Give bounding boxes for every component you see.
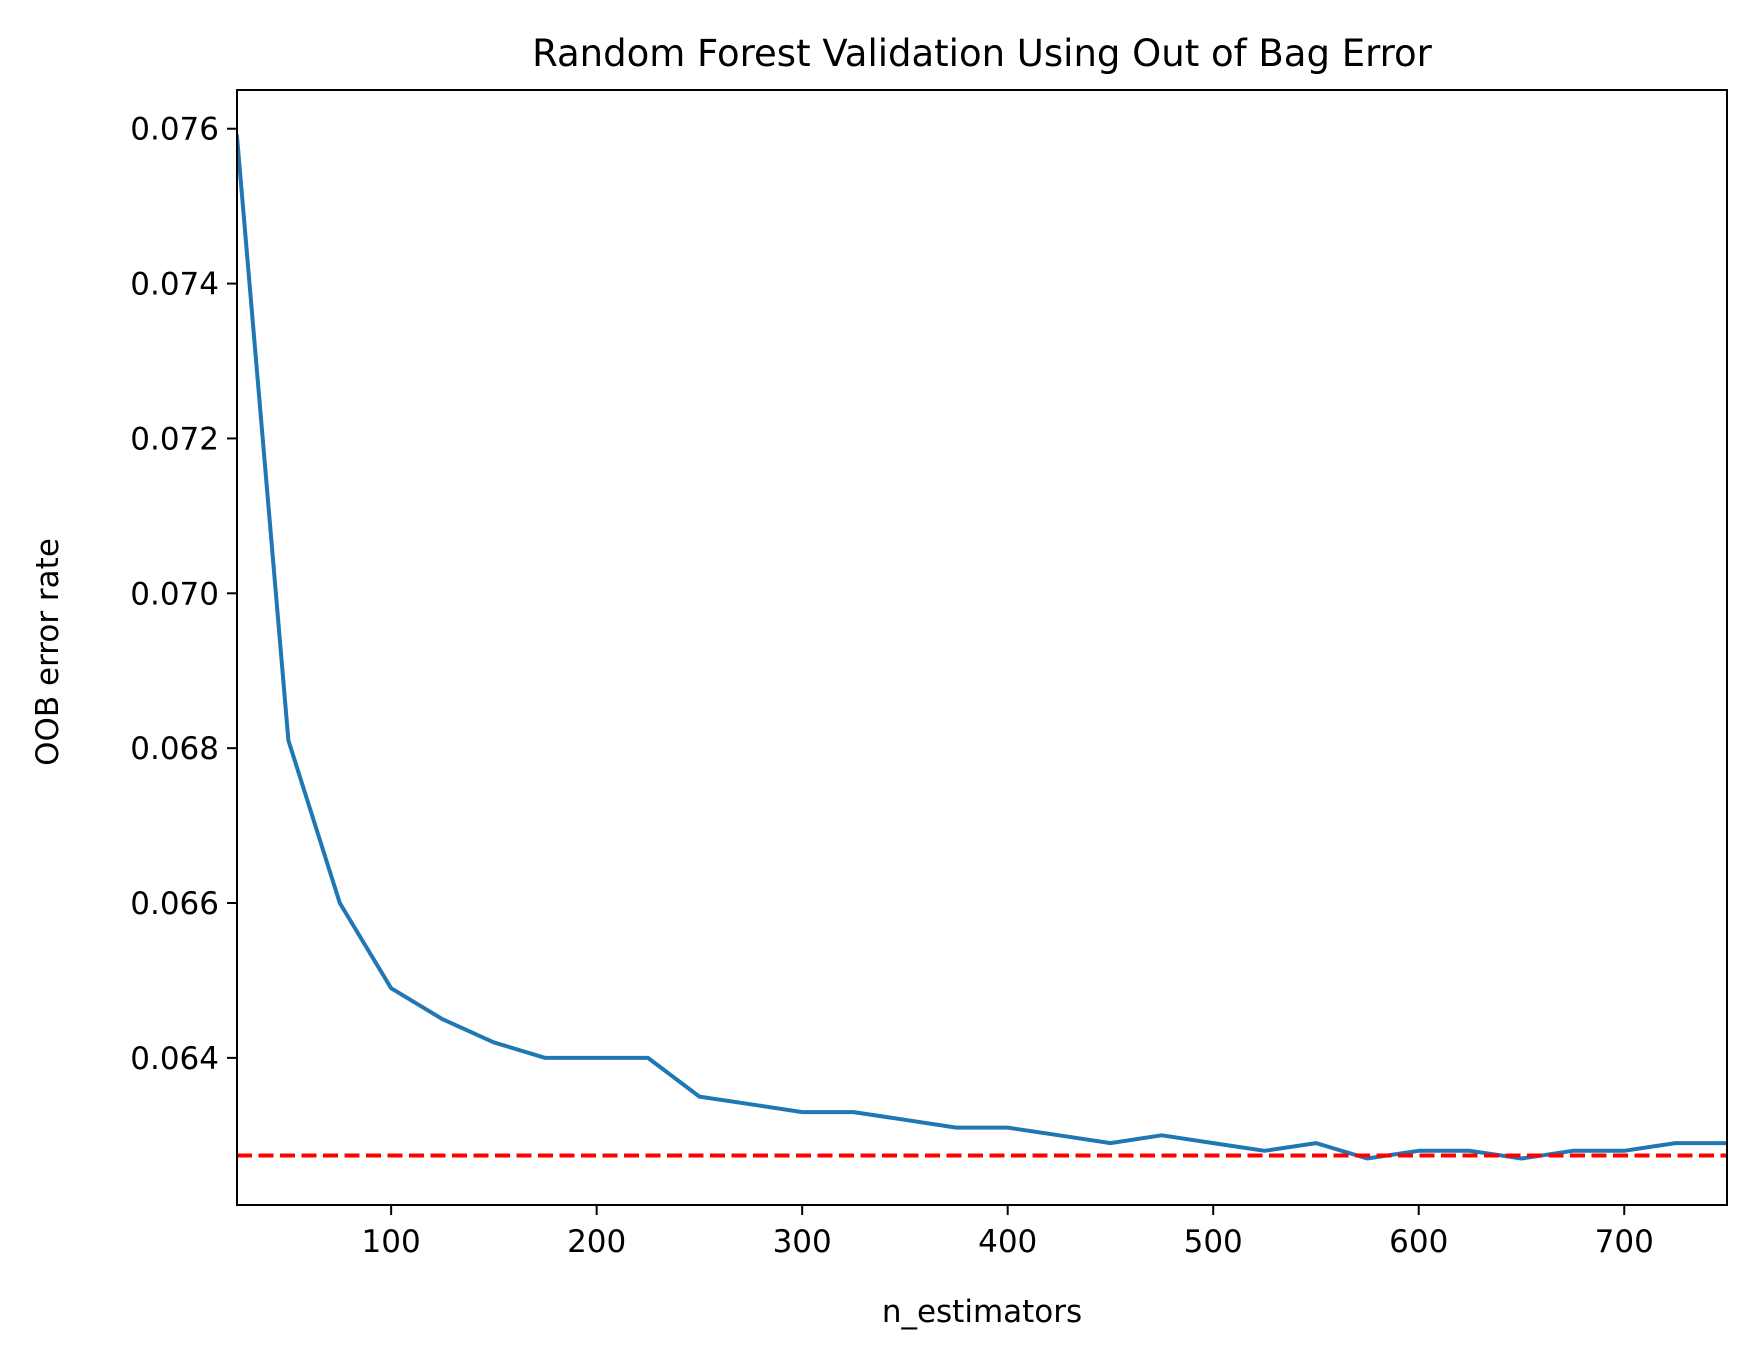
x-tick-label-500: 500 (1184, 1224, 1243, 1260)
y-tick-label-0.064: 0.064 (130, 1041, 219, 1077)
x-tick-label-200: 200 (567, 1224, 626, 1260)
y-tick-label-0.070: 0.070 (130, 576, 219, 612)
x-axis-label: n_estimators (882, 1294, 1082, 1330)
x-tick-label-600: 600 (1389, 1224, 1448, 1260)
axes-frame (236, 89, 1728, 1206)
x-tick-label-100: 100 (362, 1224, 421, 1260)
y-tick-label-0.076: 0.076 (130, 112, 219, 148)
x-tick-label-400: 400 (978, 1224, 1037, 1260)
y-axis-label: OOB error rate (30, 538, 66, 766)
x-tick-label-300: 300 (773, 1224, 832, 1260)
series-line-0 (237, 134, 1727, 1161)
data-layer (237, 134, 1727, 1161)
y-tick-label-0.074: 0.074 (130, 267, 219, 303)
y-tick-label-0.068: 0.068 (130, 731, 219, 767)
x-tick-label-700: 700 (1595, 1224, 1654, 1260)
y-tick-label-0.066: 0.066 (130, 886, 219, 922)
chart-title: Random Forest Validation Using Out of Ba… (532, 32, 1433, 75)
y-tick-label-0.072: 0.072 (130, 421, 219, 457)
plot-area: 100 200 300 400 500 600 700 0.064 0.066 0.068 0.07… (130, 89, 1728, 1260)
